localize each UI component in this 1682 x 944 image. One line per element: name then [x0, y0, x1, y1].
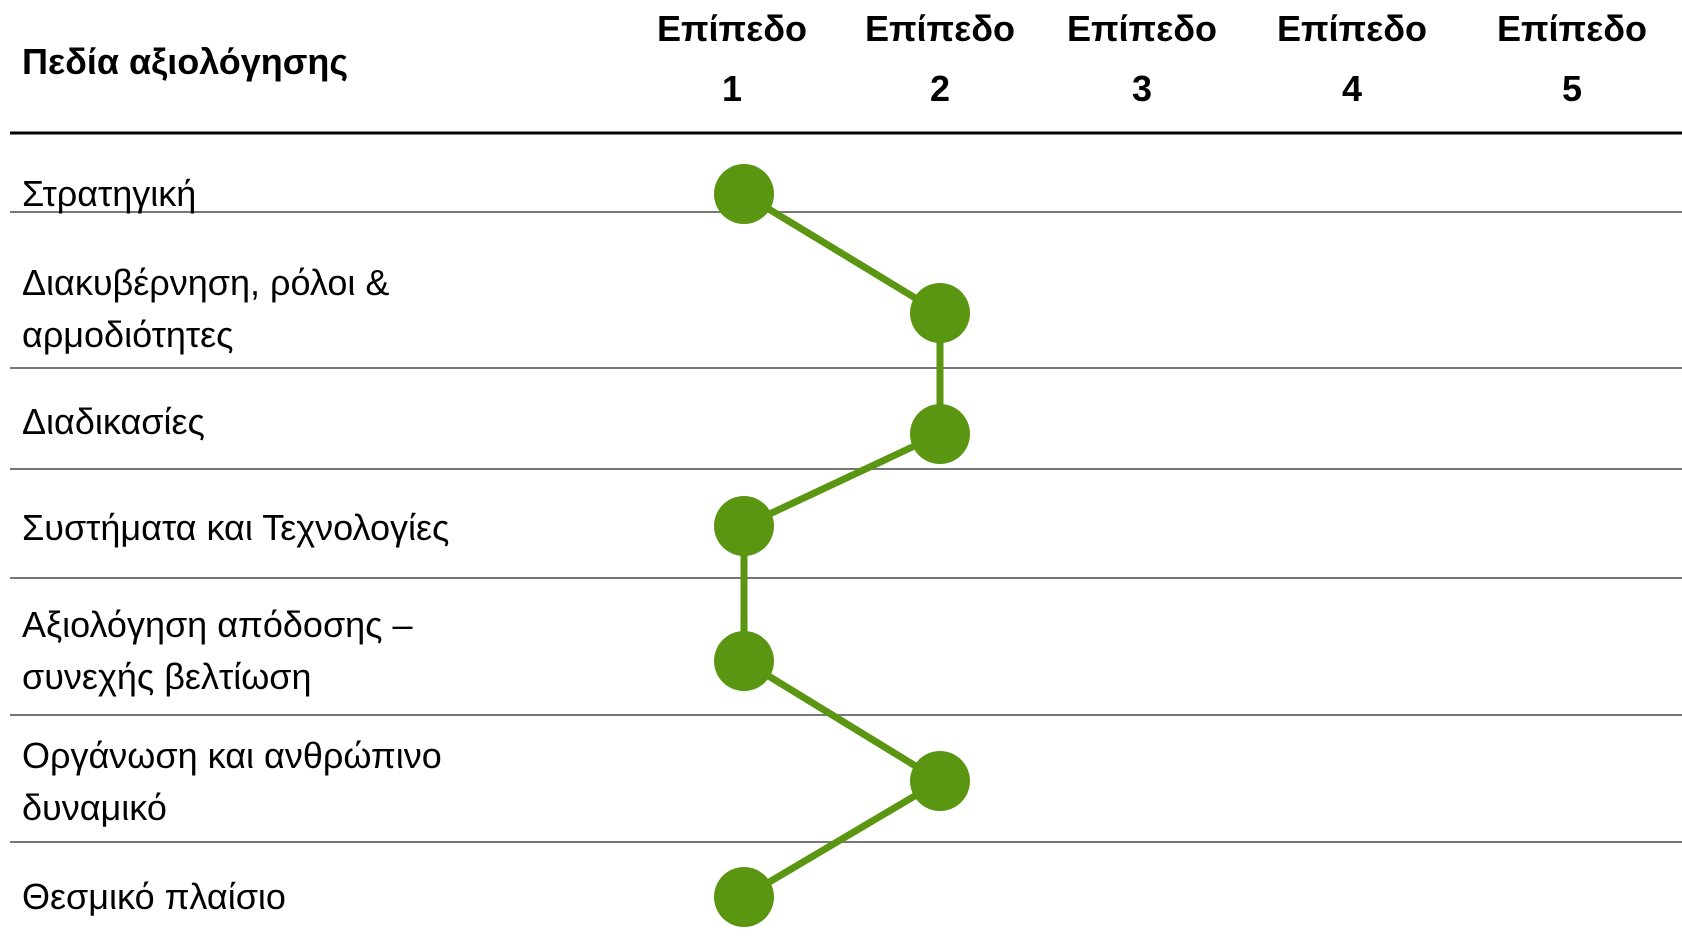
row-label-line: Θεσμικό πλαίσιο — [22, 876, 286, 917]
data-point — [714, 164, 774, 224]
row-label-line: Στρατηγική — [22, 173, 196, 214]
series-line — [740, 191, 944, 901]
level-header-number: 4 — [1342, 68, 1362, 109]
level-header-number: 3 — [1132, 68, 1152, 109]
data-point — [910, 751, 970, 811]
category-header: Πεδία αξιολόγησης — [22, 41, 348, 82]
row-label-line: Αξιολόγηση απόδοσης – — [22, 604, 413, 645]
row-label-line: Συστήματα και Τεχνολογίες — [22, 507, 449, 548]
data-point — [910, 283, 970, 343]
level-header-word: Επίπεδο — [1497, 8, 1647, 49]
data-point — [714, 496, 774, 556]
level-header-number: 1 — [722, 68, 742, 109]
row-label-line: δυναμικό — [22, 787, 167, 828]
data-markers — [714, 164, 970, 927]
data-point — [714, 631, 774, 691]
level-header-word: Επίπεδο — [1067, 8, 1217, 49]
row-label: Θεσμικό πλαίσιο — [22, 876, 286, 917]
row-label: Αξιολόγηση απόδοσης – συνεχής βελτίωση — [22, 604, 413, 697]
row-label-line: συνεχής βελτίωση — [22, 656, 312, 697]
level-headers: Επίπεδο 1 Επίπεδο 2 Επίπεδο 3 Επίπεδο 4 Επίπεδο 5 — [657, 8, 1647, 109]
row-label: Συστήματα και Τεχνολογίες — [22, 507, 449, 548]
level-header-number: 2 — [930, 68, 950, 109]
row-label: Διακυβέρνηση, ρόλοι & αρμοδιότητες — [22, 262, 389, 355]
series-polyline — [740, 191, 944, 901]
row-labels: Στρατηγική Διακυβέρνηση, ρόλοι & αρμοδιότη… — [22, 173, 449, 917]
grid-lines — [10, 131, 1682, 843]
row-label-line: Διαδικασίες — [22, 401, 205, 442]
row-label: Οργάνωση και ανθρώπινο δυναμικό — [22, 735, 442, 828]
level-header-number: 5 — [1562, 68, 1582, 109]
row-label: Στρατηγική — [22, 173, 196, 214]
data-point — [714, 867, 774, 927]
row-label-line: Οργάνωση και ανθρώπινο — [22, 735, 442, 776]
level-header-word: Επίπεδο — [657, 8, 807, 49]
row-label: Διαδικασίες — [22, 401, 205, 442]
level-header-word: Επίπεδο — [865, 8, 1015, 49]
row-label-line: αρμοδιότητες — [22, 314, 233, 355]
level-header-word: Επίπεδο — [1277, 8, 1427, 49]
data-point — [910, 404, 970, 464]
row-label-line: Διακυβέρνηση, ρόλοι & — [22, 262, 389, 303]
